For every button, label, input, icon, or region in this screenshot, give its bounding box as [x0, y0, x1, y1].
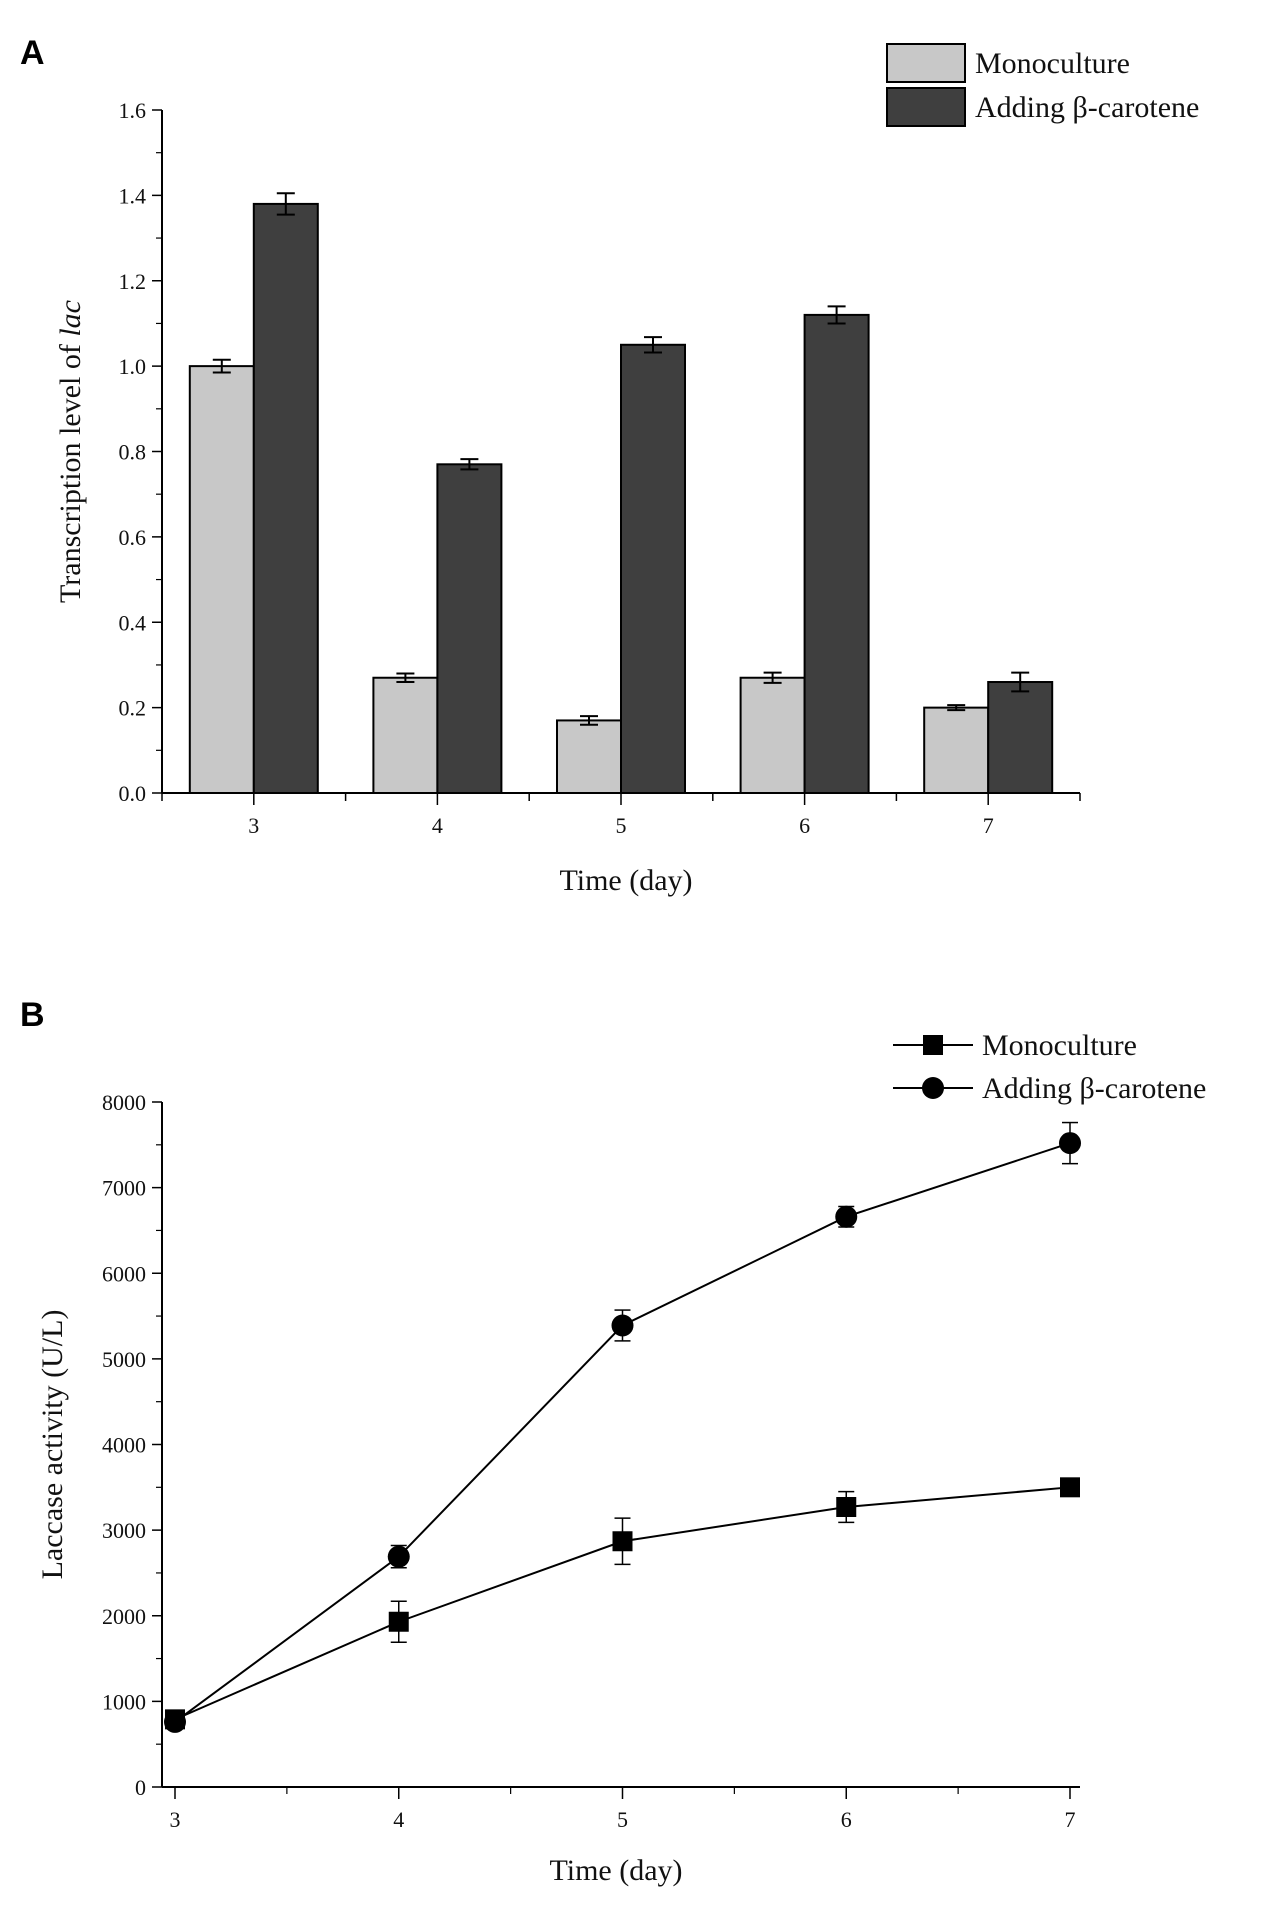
- x-tick-label: 7: [983, 813, 994, 838]
- bar-monoculture: [188, 365, 255, 794]
- y-axis-title: Transcription level of lac: [54, 300, 87, 603]
- x-tick-label: 4: [432, 813, 443, 838]
- y-tick-label: 0.0: [119, 781, 147, 806]
- y-tick-label: 1.6: [119, 98, 147, 123]
- y-tick-label: 0.6: [119, 525, 147, 550]
- legend-label: Monoculture: [982, 1029, 1137, 1062]
- y-axis-title-italic: lac: [54, 300, 87, 337]
- y-tick-label: 0.2: [119, 696, 147, 721]
- bar-monoculture: [372, 676, 439, 795]
- y-tick-label: 1.4: [119, 183, 147, 208]
- x-tick-label: 7: [1065, 1807, 1076, 1832]
- x-tick-label: 5: [616, 813, 627, 838]
- y-tick-label: 0: [135, 1775, 146, 1800]
- bar-beta-carotene: [620, 343, 686, 794]
- y-axis-title-main: Transcription level of: [54, 337, 87, 603]
- legend-label: Adding β-carotene: [982, 1072, 1206, 1105]
- y-tick-label: 6000: [102, 1261, 146, 1286]
- marker-circle: [164, 1710, 186, 1733]
- bar-beta-carotene: [252, 202, 319, 795]
- bar-monoculture: [556, 719, 622, 795]
- x-tick-label: 3: [248, 813, 259, 838]
- panel-a-letter: A: [20, 34, 45, 72]
- y-tick-label: 8000: [102, 1090, 146, 1115]
- legend-marker-square: [923, 1035, 943, 1055]
- marker-circle: [1059, 1132, 1081, 1155]
- marker-circle: [611, 1314, 634, 1337]
- x-axis-title: Time (day): [549, 1854, 682, 1887]
- x-axis-title: Time (day): [559, 864, 692, 897]
- y-tick-label: 1000: [102, 1689, 146, 1714]
- legend-label: Monoculture: [975, 47, 1130, 80]
- bar-monoculture: [739, 676, 806, 795]
- series-line-beta-carotene: [174, 1142, 1071, 1723]
- marker-square: [1060, 1477, 1080, 1498]
- x-tick-label: 6: [799, 813, 810, 838]
- y-tick-label: 5000: [102, 1347, 146, 1372]
- y-tick-label: 1.2: [119, 269, 147, 294]
- marker-circle: [387, 1545, 410, 1568]
- bar-chart: 0.0 0.2 0.4 0.6 0.8 1.0 1.2 1.4 1.6 3 4 5 6 7 Time (da…: [54, 43, 1199, 897]
- legend-label: Adding β-carotene: [975, 91, 1199, 124]
- x-tick-label: 5: [617, 1807, 628, 1832]
- marker-square: [388, 1611, 409, 1632]
- legend-swatch: [886, 43, 966, 83]
- y-tick-label: 1.0: [119, 354, 147, 379]
- y-tick-label: 7000: [102, 1176, 146, 1201]
- legend-marker-circle: [922, 1077, 944, 1099]
- y-tick-label: 2000: [102, 1604, 146, 1629]
- x-tick-label: 3: [170, 1807, 181, 1832]
- marker-circle: [835, 1205, 858, 1228]
- line-chart: 0 1000 2000 3000 4000 5000 6000 7000 8000 3 4 5 6 7 Ti…: [36, 1029, 1206, 1887]
- y-tick-label: 3000: [102, 1518, 146, 1543]
- bar-beta-carotene: [803, 313, 870, 794]
- y-tick-label: 0.8: [119, 440, 147, 465]
- bar-monoculture: [923, 706, 990, 794]
- y-tick-label: 0.4: [119, 610, 147, 635]
- panel-b-letter: B: [20, 996, 45, 1034]
- y-tick-label: 4000: [102, 1433, 146, 1458]
- y-axis-title: Laccase activity (U/L): [36, 1310, 69, 1580]
- x-tick-label: 4: [393, 1807, 404, 1832]
- bar-beta-carotene: [987, 681, 1054, 795]
- x-tick-label: 6: [841, 1807, 852, 1832]
- marker-square: [836, 1497, 857, 1518]
- legend-swatch: [886, 87, 966, 127]
- panel-a: A 0.0 0.2 0.4 0.6 0.8 1.0 1.2 1.4 1.6 3 4 5 6 7 Time (…: [0, 0, 1267, 960]
- panel-b: B 0 1000 2000 3000 4000 5000 6000 7000 8000 3 4 5 6 7…: [0, 960, 1267, 1921]
- marker-square: [612, 1531, 633, 1552]
- bar-beta-carotene: [436, 463, 503, 794]
